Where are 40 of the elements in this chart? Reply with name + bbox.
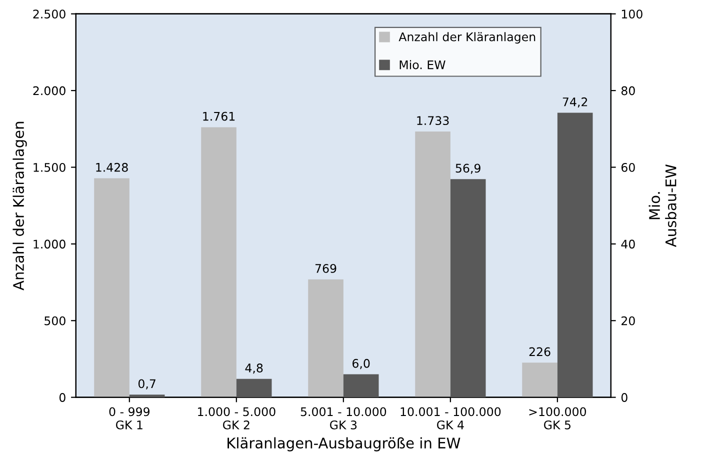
- data-label: 1.761: [203, 112, 235, 121]
- data-label: 4,8: [245, 364, 263, 374]
- y2-tick-label: 80: [621, 86, 635, 96]
- legend-label: Anzahl der Kläranlagen: [398, 32, 536, 44]
- x-tick-label: >100.000 GK 5: [529, 407, 586, 430]
- y2-tick-label: 40: [621, 240, 635, 249]
- y-axis-title: Anzahl der Kläranlagen: [12, 122, 27, 290]
- legend-label: Mio. EW: [400, 60, 446, 70]
- x-tick-label: 1.000 - 5.000 GK 2: [198, 407, 276, 430]
- y-tick-label: 1.000: [34, 240, 66, 249]
- y2-axis-title: Mio. Ausbau-EW: [648, 164, 676, 248]
- y-tick-label: 500: [44, 316, 66, 326]
- data-label: 6,0: [352, 358, 370, 370]
- bar: [94, 178, 130, 398]
- data-label: 56,9: [456, 164, 480, 174]
- y2-tick-label: 20: [622, 316, 635, 326]
- bar: [129, 394, 165, 398]
- bar: [236, 378, 272, 398]
- bar: [343, 374, 379, 398]
- bar: [557, 112, 593, 398]
- x-axis-title: Kläranlagen-Ausbaugröße in EW: [228, 437, 460, 452]
- y2-tick-label: 100: [622, 10, 642, 19]
- y2-tick-label: 0: [621, 393, 628, 402]
- bar: [308, 279, 344, 398]
- y-tick-label: 2.000: [33, 86, 66, 96]
- y-tick-label: 1.500: [34, 162, 66, 172]
- data-label: 1.733: [417, 116, 449, 126]
- bar: [201, 127, 236, 398]
- y-tick-label: 2.500: [33, 10, 66, 19]
- data-label: 0,7: [138, 379, 156, 390]
- data-label: 226: [529, 347, 550, 356]
- data-label: 74,2: [562, 97, 588, 108]
- data-label: 769: [315, 264, 336, 273]
- x-tick-label: 10.001 - 100.000 GK 4: [400, 407, 501, 430]
- x-tick-label: 5.001 - 10.000 GK 3: [300, 407, 386, 430]
- y2-tick-label: 60: [621, 162, 635, 172]
- data-label: 1.428: [96, 162, 128, 172]
- bar: [522, 362, 558, 398]
- y-tick-label: 0: [59, 393, 66, 402]
- x-tick-label: 0 - 999 GK 1: [109, 407, 150, 430]
